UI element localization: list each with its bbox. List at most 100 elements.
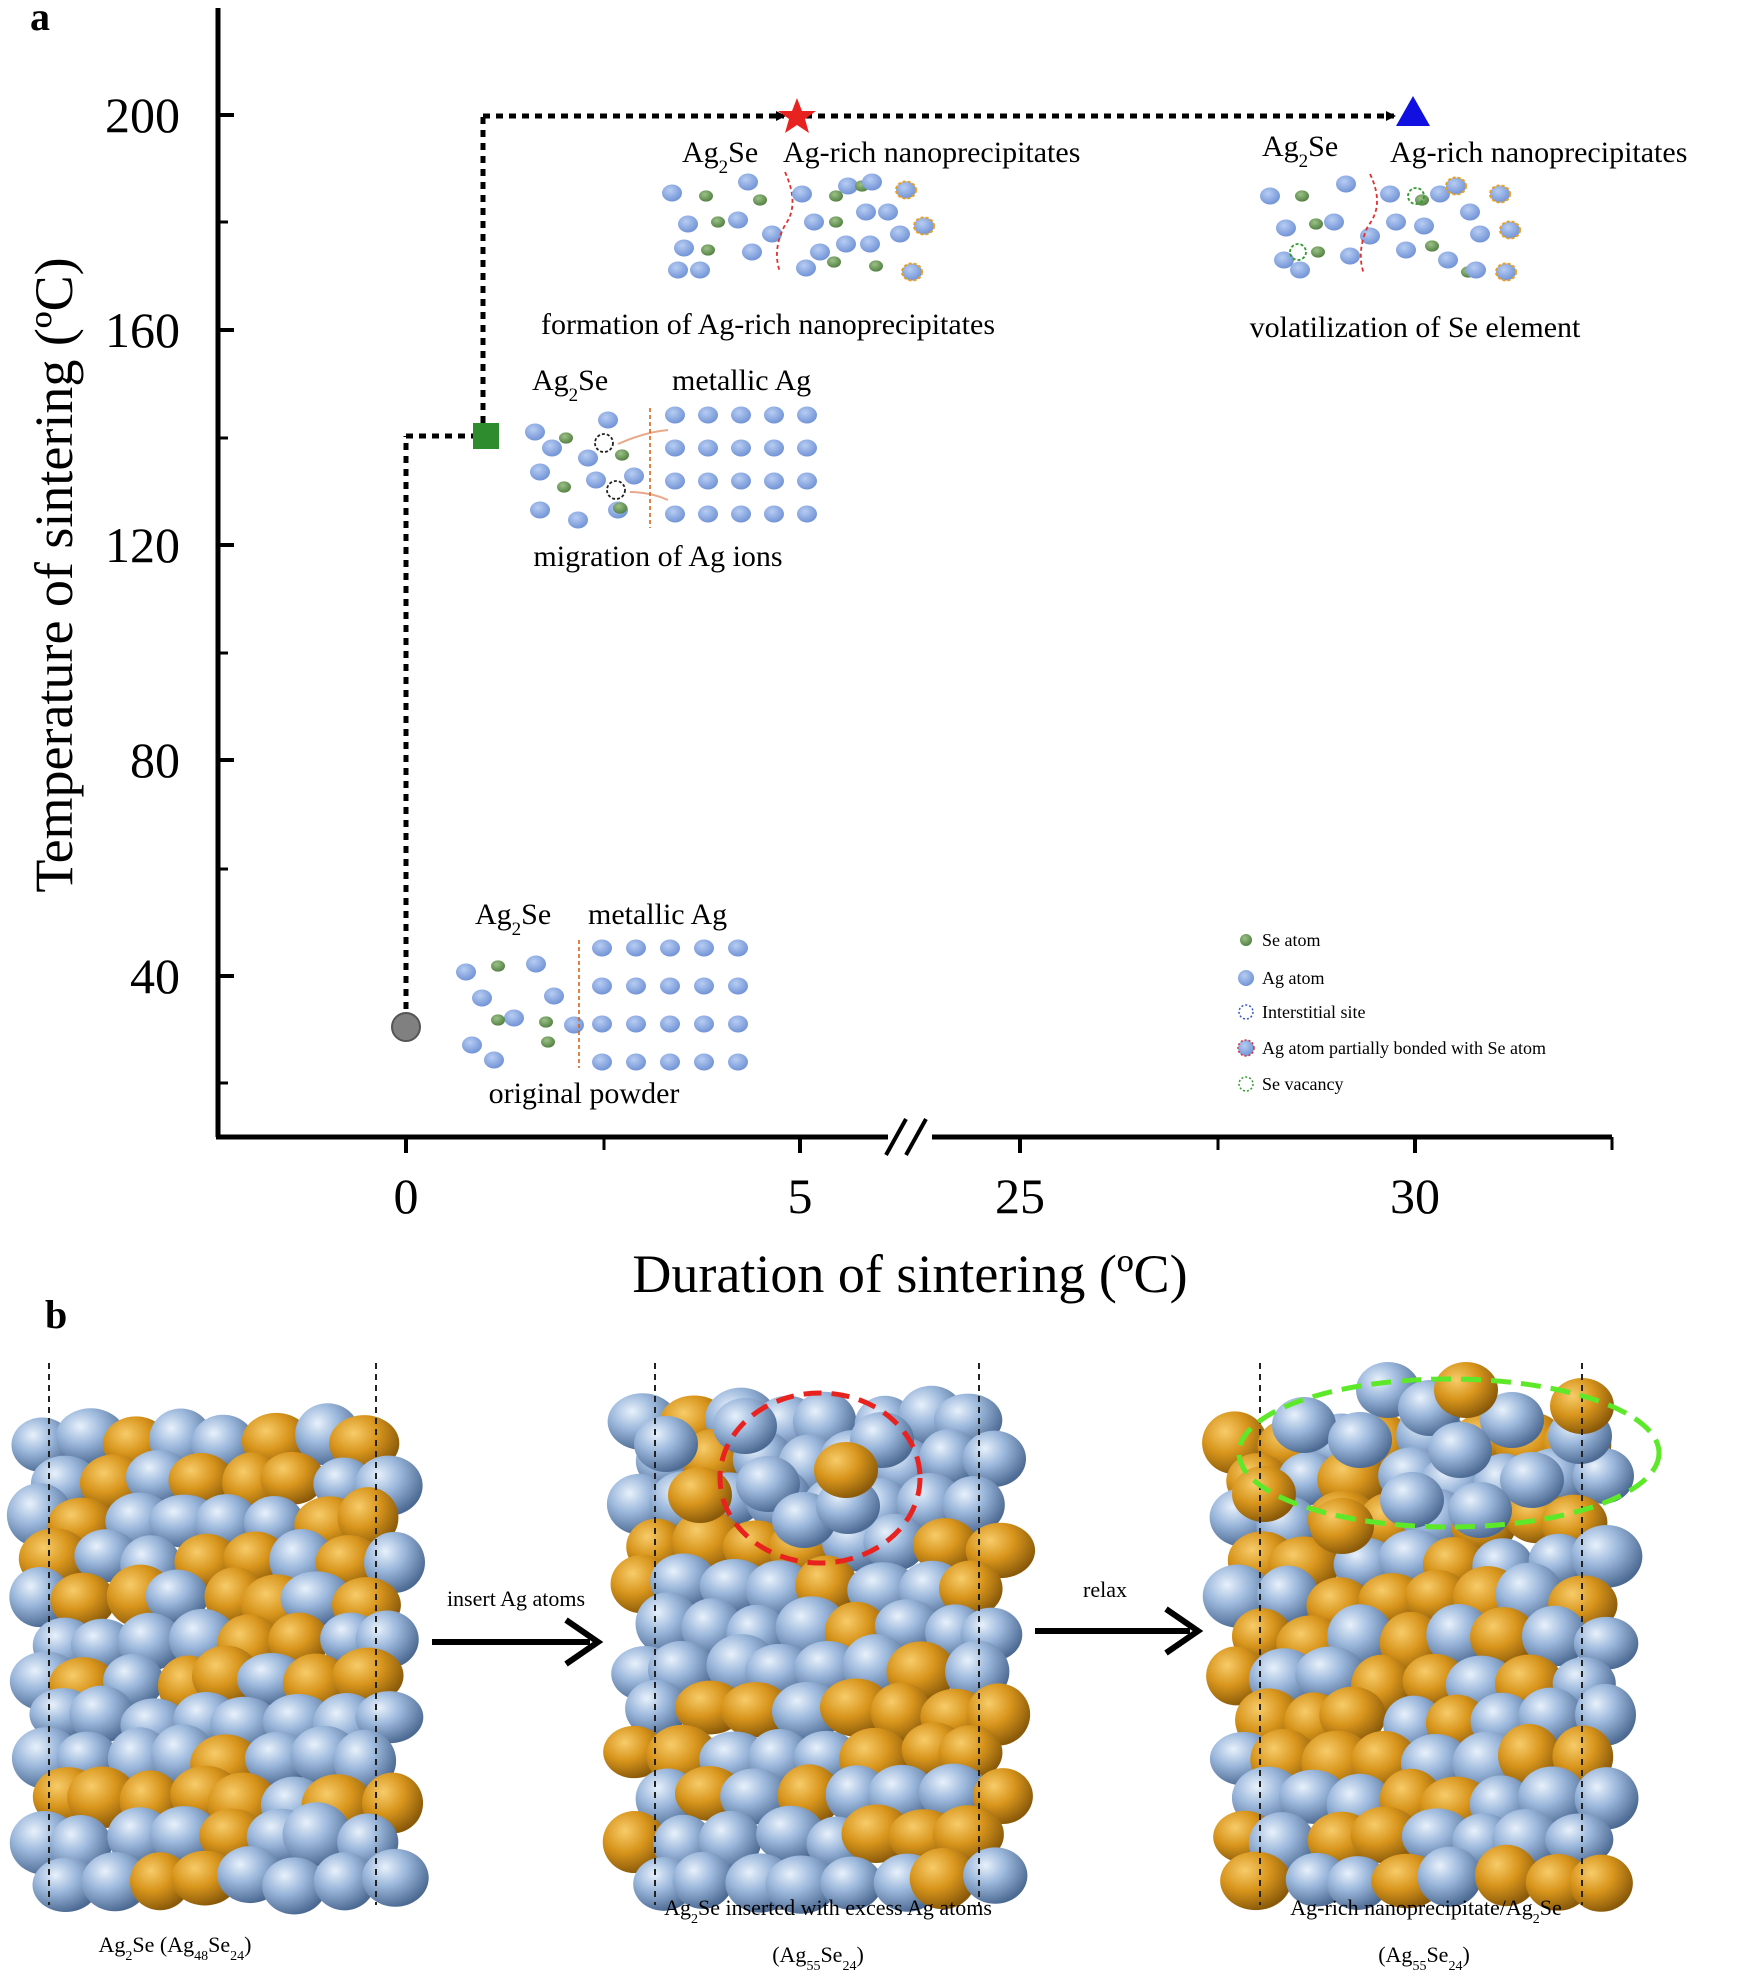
stage2-left-phase: Ag2Se xyxy=(532,364,608,406)
ag-atom-icon xyxy=(1238,970,1254,986)
se-ball xyxy=(260,1451,325,1505)
ag-atom xyxy=(856,203,876,221)
ag-ball xyxy=(262,1857,327,1915)
ag-ball xyxy=(736,1456,800,1512)
se-atom-icon xyxy=(1240,934,1252,946)
ag-atom xyxy=(626,977,646,995)
axis-break-icon xyxy=(884,1118,932,1156)
se-atom xyxy=(615,449,629,461)
y-tick-label: 40 xyxy=(130,948,180,1004)
ag-atom xyxy=(731,472,751,490)
ag-ball xyxy=(364,1531,426,1593)
ag-atom xyxy=(1386,213,1406,231)
ag-atom xyxy=(764,406,784,424)
legend-se-atom: Se atom xyxy=(1262,930,1321,950)
ag-atom xyxy=(1438,251,1458,269)
stage-migration: Ag2Se metallic Ag migration of Ag ions xyxy=(525,364,817,573)
ag-ball xyxy=(1428,1422,1492,1478)
ag-atom xyxy=(660,1015,680,1033)
ag-atom xyxy=(660,977,680,995)
arrow-insert-label: insert Ag atoms xyxy=(447,1586,585,1611)
ag-atom xyxy=(665,406,685,424)
ag-atom xyxy=(860,235,880,253)
ag-atom xyxy=(592,1015,612,1033)
se-ball xyxy=(168,1453,234,1508)
ag-ball xyxy=(1448,1482,1512,1538)
ag-atom xyxy=(895,180,917,200)
stage-volatilization: Ag2Se Ag-rich nanoprecipitates volatiliz… xyxy=(1250,130,1688,344)
structure2-formula: (Ag55Se24) xyxy=(772,1942,864,1974)
ag-atom xyxy=(698,505,718,523)
ag-atom xyxy=(504,1009,524,1027)
ag-atom xyxy=(762,225,782,243)
arrow-relax: relax xyxy=(1035,1577,1204,1656)
ag-atom xyxy=(668,261,688,279)
se-ball xyxy=(1470,1607,1537,1667)
ag-atom xyxy=(792,185,812,203)
se-atom xyxy=(701,244,715,256)
interstitial-site-icon xyxy=(594,433,614,453)
ag-ball xyxy=(1328,1412,1392,1468)
stage3-right-phase: Ag-rich nanoprecipitates xyxy=(783,136,1080,169)
ag-atom xyxy=(764,505,784,523)
se-atom xyxy=(711,216,725,228)
ag-atom xyxy=(660,939,680,957)
se-atom xyxy=(491,960,505,972)
ag-ball xyxy=(625,1679,688,1738)
ag-atom xyxy=(728,1015,748,1033)
se-ball xyxy=(332,1647,404,1704)
stage3-left-phase: Ag2Se xyxy=(682,136,758,178)
ag-atom xyxy=(578,449,598,467)
ag-atom xyxy=(1460,203,1480,221)
structure-ag48se24 xyxy=(6,1403,429,1915)
ag-atom xyxy=(1324,213,1344,231)
ag-ball xyxy=(919,1429,980,1487)
ag-ball xyxy=(863,1513,927,1571)
ag-atom xyxy=(797,406,817,424)
ag-ball xyxy=(69,1685,134,1743)
x-tick-label: 0 xyxy=(394,1168,419,1224)
structure2-caption: Ag2Se inserted with excess Ag atoms xyxy=(664,1895,992,1927)
ag-atom xyxy=(626,1015,646,1033)
stage3-caption: formation of Ag-rich nanoprecipitates xyxy=(541,308,995,341)
ag-atom xyxy=(1396,241,1416,259)
structure-ag55se24-inserted xyxy=(602,1385,1036,1914)
ag-atom xyxy=(698,406,718,424)
ag-atom xyxy=(698,439,718,457)
ag-ball xyxy=(1326,1856,1389,1910)
stage1-left-phase: Ag2Se xyxy=(475,898,551,940)
y-axis-title: Temperature of sintering (ºC) xyxy=(24,257,84,892)
ag-atom xyxy=(456,963,476,981)
se-atom xyxy=(1425,240,1439,252)
se-atom xyxy=(541,1036,555,1048)
ag-atom xyxy=(878,203,898,221)
ag-atom xyxy=(796,259,816,277)
ag-atom xyxy=(665,439,685,457)
structure1-caption: Ag2Se (Ag48Se24) xyxy=(99,1932,252,1964)
structure3-caption: Ag-rich nanoprecipitate/Ag2Se xyxy=(1290,1895,1562,1927)
y-tick-label: 120 xyxy=(105,517,180,573)
ag-ball xyxy=(634,1416,698,1472)
x-tick-label: 30 xyxy=(1390,1168,1440,1224)
stage4-left-phase: Ag2Se xyxy=(1262,130,1338,172)
ag-atom xyxy=(530,501,550,519)
se-atom xyxy=(699,190,713,202)
ag-atom xyxy=(728,211,748,229)
se-atom xyxy=(1311,246,1325,258)
ag-atom xyxy=(1276,219,1296,237)
ag-atom xyxy=(694,1053,714,1071)
ag-atom xyxy=(797,439,817,457)
stage4-right-phase: Ag-rich nanoprecipitates xyxy=(1390,136,1687,169)
arrow-insert: insert Ag atoms xyxy=(432,1586,604,1667)
stage1-right-phase: metallic Ag xyxy=(588,898,727,931)
ag-atom xyxy=(731,439,751,457)
ag-atom xyxy=(728,1053,748,1071)
se-ball xyxy=(939,1560,1003,1617)
y-tick-label: 160 xyxy=(105,302,180,358)
ag-atom xyxy=(1414,217,1434,235)
ag-atom xyxy=(797,505,817,523)
ag-atom xyxy=(1445,176,1467,196)
ag-atom xyxy=(836,235,856,253)
ag-atom xyxy=(731,406,751,424)
